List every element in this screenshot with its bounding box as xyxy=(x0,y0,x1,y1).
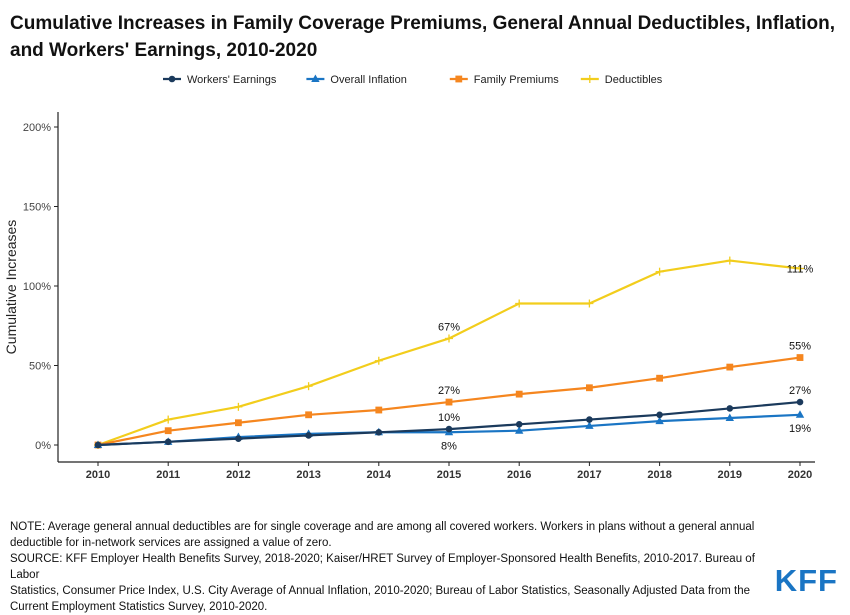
family-premiums-point xyxy=(726,363,734,371)
note-line-1: NOTE: Average general annual deductibles… xyxy=(10,521,755,533)
family-premiums-point xyxy=(515,390,523,398)
family-premiums-data-label: 55% xyxy=(789,341,811,353)
source-line-3: Current Employment Statistics Survey, 20… xyxy=(10,601,268,613)
legend-label: Overall Inflation xyxy=(330,74,406,86)
workers-earnings-data-label: 27% xyxy=(789,385,811,397)
deductibles-data-label: 67% xyxy=(438,321,460,333)
family-premiums-point xyxy=(164,427,172,435)
legend-item-overall-inflation: Overall Inflation xyxy=(306,74,407,86)
legend-item-family-premiums: Family Premiums xyxy=(449,74,559,86)
family-premiums-point xyxy=(796,354,804,361)
deductibles-point xyxy=(725,256,734,265)
workers-earnings-point xyxy=(235,435,242,442)
deductibles-point xyxy=(304,382,313,391)
x-tick-label: 2010 xyxy=(86,469,110,481)
family-premiums-data-label: 27% xyxy=(438,385,460,397)
family-premiums-point xyxy=(445,398,453,406)
workers-earnings-point xyxy=(796,398,804,406)
overall-inflation-data-label: 8% xyxy=(441,440,457,452)
overall-inflation-point xyxy=(655,416,664,425)
x-tick-label: 2017 xyxy=(577,469,601,481)
y-tick-label: 150% xyxy=(23,202,51,214)
family-premiums-point xyxy=(586,384,593,392)
workers-earnings-point xyxy=(305,432,312,439)
workers-earnings-point xyxy=(515,421,523,428)
kff-logo: KFF xyxy=(774,563,838,598)
y-axis-title: Cumulative Increases xyxy=(3,220,19,355)
workers-earnings-point xyxy=(164,438,172,446)
overall-inflation-point xyxy=(795,410,805,418)
overall-inflation-point xyxy=(515,426,524,434)
overall-inflation-point xyxy=(725,413,734,421)
y-tick-label: 100% xyxy=(23,281,51,293)
x-tick-label: 2016 xyxy=(507,469,531,481)
x-tick-label: 2011 xyxy=(156,469,180,481)
legend-label: Family Premiums xyxy=(474,74,559,86)
deductibles-point xyxy=(585,299,594,308)
workers-earnings-point xyxy=(375,428,383,436)
deductibles-point xyxy=(445,334,453,343)
y-tick-label: 200% xyxy=(23,122,51,134)
legend-swatch-marker xyxy=(168,75,176,83)
deductibles-data-label: 111% xyxy=(787,264,814,276)
chart-footnote: NOTE: Average general annual deductibles… xyxy=(10,519,770,615)
deductibles-point xyxy=(515,299,524,308)
family-premiums-point xyxy=(375,406,383,414)
source-line-2: Statistics, Consumer Price Index, U.S. C… xyxy=(10,585,751,597)
legend-swatch-marker xyxy=(311,74,320,82)
y-tick-label: 50% xyxy=(29,361,51,373)
legend-swatch-marker xyxy=(585,75,594,83)
x-tick-label: 2012 xyxy=(226,469,250,481)
deductibles-point xyxy=(796,264,804,273)
legend-item-deductibles: Deductibles xyxy=(580,74,663,86)
legend-swatch-marker xyxy=(455,75,463,83)
legend-label: Deductibles xyxy=(605,74,663,86)
overall-inflation-data-label: 19% xyxy=(789,423,811,435)
x-tick-label: 2019 xyxy=(718,469,742,481)
x-tick-label: 2020 xyxy=(788,469,812,481)
deductibles-point xyxy=(374,356,383,365)
note-line-2: deductible for in-network services are a… xyxy=(10,537,332,549)
chart-title-line-1: Cumulative Increases in Family Coverage … xyxy=(10,13,835,34)
deductibles-point xyxy=(234,402,243,411)
source-line-1: SOURCE: KFF Employer Health Benefits Sur… xyxy=(10,553,755,581)
family-premiums-point xyxy=(305,411,312,419)
deductibles-point xyxy=(655,267,664,276)
legend-label: Workers' Earnings xyxy=(187,74,277,86)
legend-item-workers-earnings: Workers' Earnings xyxy=(163,74,277,86)
workers-earnings-data-label: 10% xyxy=(438,412,460,424)
x-tick-label: 2013 xyxy=(296,469,320,481)
x-tick-label: 2015 xyxy=(437,469,461,481)
chart-title-line-2: and Workers' Earnings, 2010-2020 xyxy=(10,40,318,61)
y-tick-label: 0% xyxy=(35,440,51,452)
overall-inflation-point xyxy=(585,421,594,429)
family-premiums-point xyxy=(235,419,242,427)
workers-earnings-point xyxy=(445,425,453,433)
chart-title: Cumulative Increases in Family Coverage … xyxy=(10,10,840,64)
x-tick-label: 2014 xyxy=(367,469,392,481)
workers-earnings-point xyxy=(726,405,734,412)
line-chart: 0% 50% 100% 150% 200% 2010 2011 2012 2013 2014 201… xyxy=(3,74,815,481)
deductibles-point xyxy=(164,415,173,424)
x-tick-label: 2018 xyxy=(647,469,671,481)
workers-earnings-point xyxy=(94,441,102,449)
workers-earnings-point xyxy=(586,416,593,423)
workers-earnings-point xyxy=(656,411,663,419)
family-premiums-point xyxy=(656,374,663,382)
